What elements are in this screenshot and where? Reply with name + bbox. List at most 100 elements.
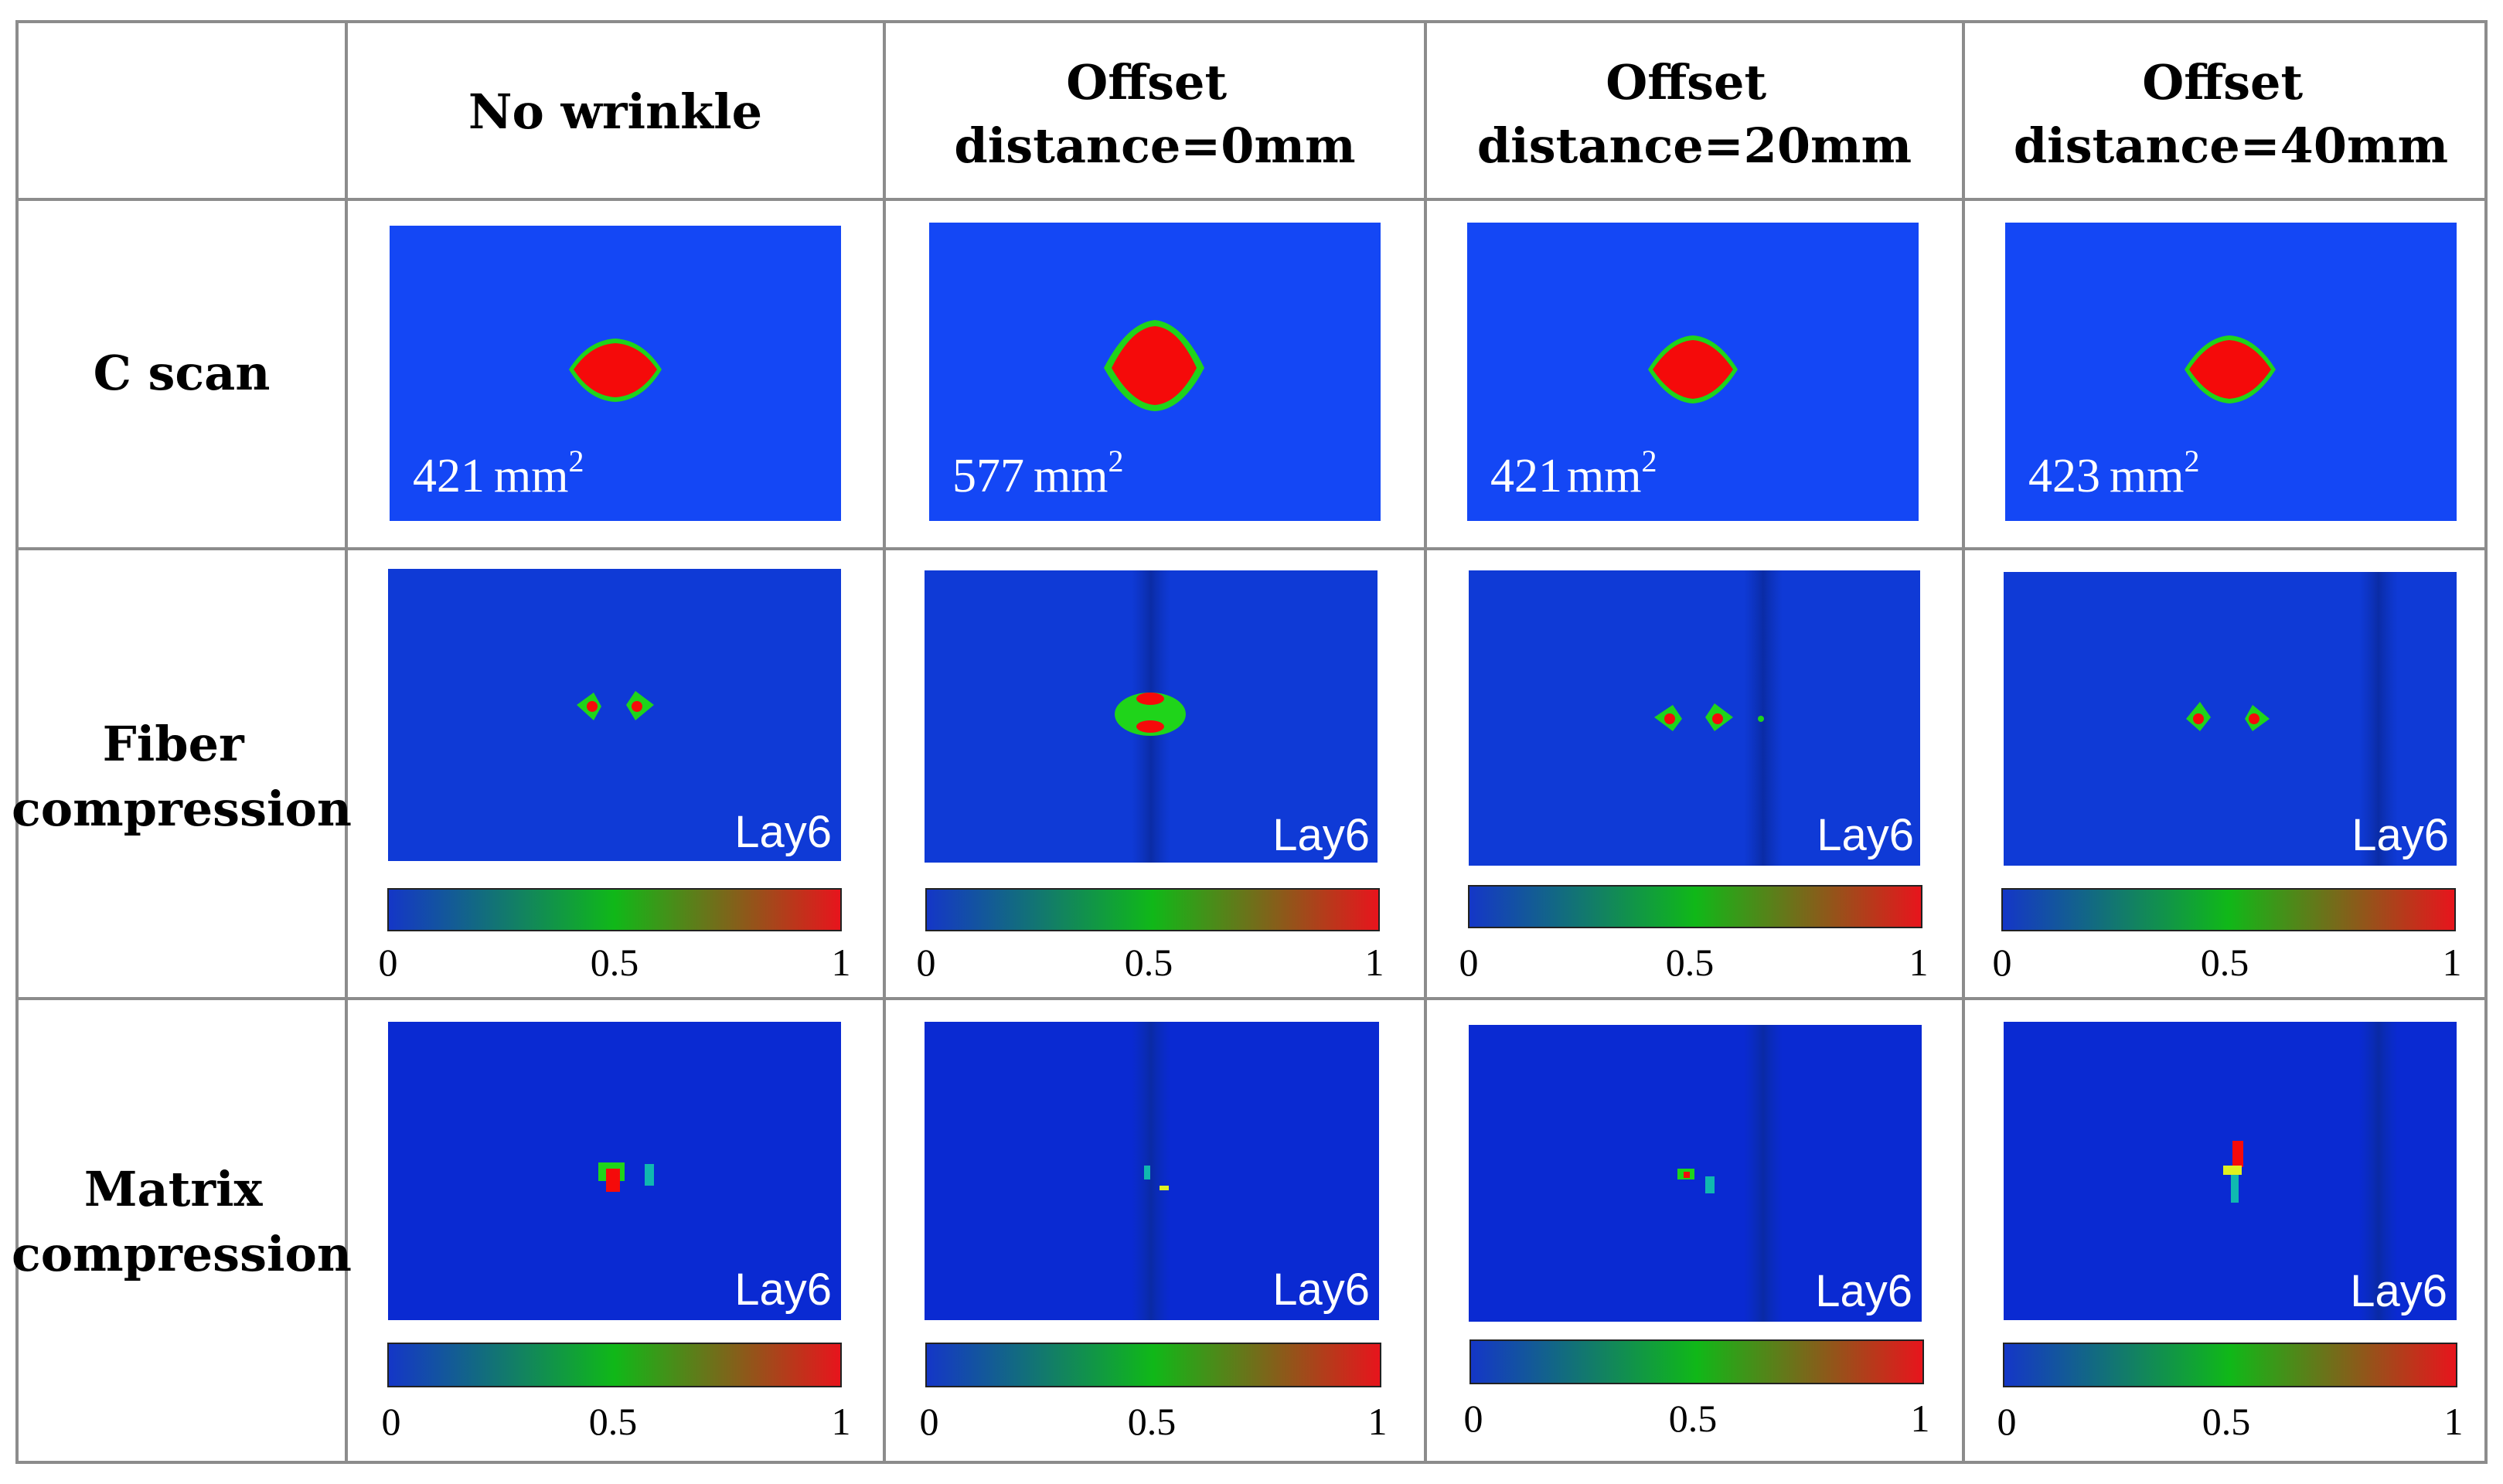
matrix-panel-offset-40mm: Lay6: [2004, 1022, 2457, 1320]
layer-label: Lay6: [2351, 810, 2449, 860]
damage-spot-right-core: [2249, 713, 2260, 724]
wrinkle-band: [1744, 1025, 1783, 1322]
c-scan-area-label: 577 mm2: [952, 444, 1123, 502]
damage-spot: [1144, 1166, 1150, 1179]
c-scan-area-label: 421mm2: [1490, 444, 1657, 502]
fiber-panel-no-wrinkle: Lay6: [388, 569, 841, 861]
matrix-panel-offset-20mm: Lay6: [1469, 1025, 1922, 1322]
colorbar-tick-1: 1: [2443, 941, 2462, 984]
c-scan-panel-offset-40mm: 423 mm2: [2005, 223, 2457, 521]
damage-spot-bottom-core: [1136, 720, 1164, 733]
colorbar-tick-0-5: 0.5: [589, 1400, 638, 1443]
damage-region-core: [574, 343, 657, 397]
matrix-compression-row: Lay6 Lay6 Lay6 Lay6: [388, 1022, 2457, 1322]
wrinkle-band: [2359, 572, 2398, 866]
damage-spot-small: [645, 1164, 654, 1186]
damage-spot-core: [606, 1169, 620, 1192]
colorbar-gradient: [925, 1343, 1381, 1387]
fiber-panel-offset-40mm: Lay6: [2004, 572, 2457, 866]
colorbar-tick-0: 0: [917, 941, 936, 984]
damage-spot-right-core: [632, 701, 642, 712]
damage-region-core: [1112, 326, 1197, 405]
damage-spot: [1115, 693, 1186, 736]
colorbar-gradient: [925, 888, 1380, 931]
column-header-offset-20mm: Offset distance=20mm: [1477, 54, 1912, 174]
colorbar: 0 0.5 1: [1464, 1339, 1930, 1440]
colorbar-gradient: [387, 1343, 842, 1387]
colorbar-tick-0: 0: [1997, 1400, 2017, 1443]
layer-label: Lay6: [734, 1264, 832, 1315]
matrix-field-image: [1469, 1025, 1922, 1322]
c-scan-panel-no-wrinkle: 421 mm2: [390, 226, 841, 521]
colorbar-tick-1: 1: [1909, 941, 1929, 984]
column-header-offset-40mm: Offset distance=40mm: [2014, 54, 2448, 174]
colorbar: 0 0.5 1: [1993, 888, 2462, 984]
damage-region-core: [2189, 340, 2271, 399]
damage-spot-left-core: [2193, 713, 2204, 724]
fiber-compression-row: Lay6 Lay6 Lay6: [388, 569, 2457, 866]
wrinkle-band: [1132, 1022, 1170, 1320]
colorbars-matrix: 0 0.5 1 0 0.5 1 0 0.5 1 0 0.5 1: [382, 1339, 2464, 1443]
damage-region-core: [1653, 340, 1733, 399]
layer-label: Lay6: [734, 807, 832, 857]
row-header-c-scan: C scan: [94, 345, 271, 401]
colorbar: 0 0.5 1: [1459, 885, 1929, 984]
fiber-panel-offset-20mm: Lay6: [1469, 570, 1920, 866]
colorbar-tick-1: 1: [2444, 1400, 2464, 1443]
column-headers: No wrinkle Offset distance=0mm Offset di…: [468, 54, 2448, 174]
fiber-panel-offset-0mm: Lay6: [925, 570, 1378, 863]
c-scan-row: 421 mm2 577 mm2 421mm2 423 mm: [390, 223, 2457, 521]
layer-label: Lay6: [1817, 810, 1914, 860]
damage-spot-small: [2231, 1175, 2239, 1203]
colorbar: 0 0.5 1: [382, 1343, 851, 1443]
colorbar-tick-0-5: 0.5: [1125, 941, 1173, 984]
colorbar-gradient: [1468, 885, 1922, 928]
column-header-no-wrinkle: No wrinkle: [468, 83, 762, 140]
colorbar: 0 0.5 1: [379, 888, 851, 984]
damage-spot-top-core: [1136, 693, 1164, 705]
fiber-field-image: [1469, 570, 1920, 866]
matrix-panel-offset-0mm: Lay6: [925, 1022, 1379, 1320]
c-scan-area-label: 423 mm2: [2028, 444, 2199, 502]
colorbar-tick-0-5: 0.5: [1669, 1397, 1718, 1440]
c-scan-panel-offset-20mm: 421mm2: [1467, 223, 1919, 521]
colorbar-tick-0: 0: [1459, 941, 1479, 984]
colorbar-tick-1: 1: [1365, 941, 1384, 984]
layer-label: Lay6: [1815, 1266, 1912, 1316]
colorbar-gradient: [2001, 888, 2456, 931]
damage-spot-core: [2232, 1141, 2243, 1167]
colorbar-tick-0-5: 0.5: [591, 941, 639, 984]
colorbar-gradient: [387, 888, 842, 931]
damage-spot: [2223, 1166, 2242, 1175]
damage-spot-small: [1758, 716, 1764, 722]
fiber-field-image: [388, 569, 841, 861]
colorbars-fiber: 0 0.5 1 0 0.5 1 0 0.5 1 0 0.5 1: [379, 885, 2462, 984]
colorbar: 0 0.5 1: [1997, 1343, 2464, 1443]
colorbar-tick-0: 0: [379, 941, 398, 984]
colorbar-tick-1: 1: [832, 941, 851, 984]
layer-label: Lay6: [1272, 1264, 1370, 1315]
colorbar-tick-0: 0: [1464, 1397, 1483, 1440]
colorbar-tick-0-5: 0.5: [2201, 941, 2249, 984]
colorbar-tick-0-5: 0.5: [1128, 1400, 1177, 1443]
layer-label: Lay6: [2350, 1266, 2447, 1316]
colorbar-tick-0-5: 0.5: [1666, 941, 1715, 984]
damage-spot-left-core: [1664, 713, 1675, 724]
matrix-panel-no-wrinkle: Lay6: [388, 1022, 841, 1320]
column-header-offset-0mm: Offset distance=0mm: [954, 54, 1355, 174]
colorbar-tick-0: 0: [1993, 941, 2012, 984]
damage-spot-small: [1160, 1186, 1169, 1190]
damage-spot-core: [1684, 1172, 1690, 1178]
layer-label: Lay6: [1272, 810, 1370, 860]
colorbar: 0 0.5 1: [917, 888, 1384, 984]
row-header-matrix-compression: Matrix compression: [12, 1161, 352, 1282]
damage-spot-small: [1705, 1176, 1715, 1193]
colorbar-tick-0: 0: [382, 1400, 401, 1443]
colorbar: 0 0.5 1: [920, 1343, 1388, 1443]
colorbar-tick-1: 1: [1911, 1397, 1930, 1440]
colorbar-gradient: [1469, 1339, 1924, 1384]
colorbar-tick-0: 0: [920, 1400, 939, 1443]
damage-spot-right-core: [1712, 713, 1723, 724]
